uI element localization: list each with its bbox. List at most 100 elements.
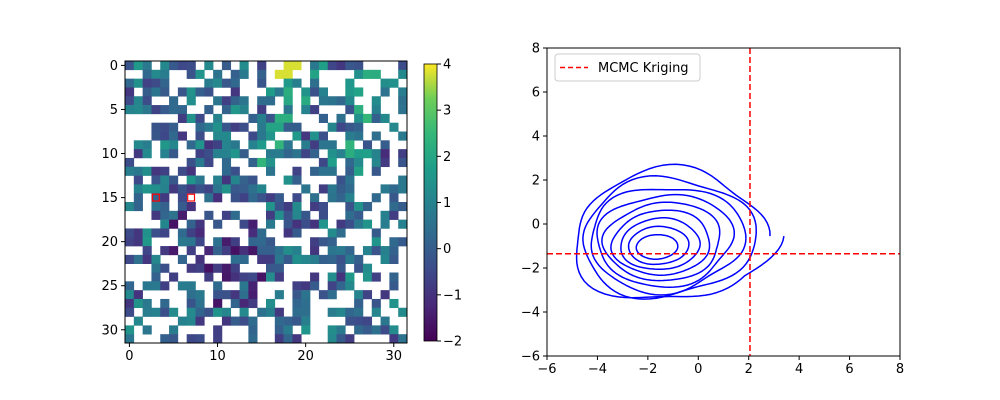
heatmap-cell: [398, 96, 408, 106]
heatmap-cell: [354, 122, 364, 132]
heatmap-cell: [151, 272, 161, 282]
heatmap-cell: [345, 202, 355, 212]
heatmap-cell: [169, 272, 179, 282]
heatmap-cell: [345, 334, 355, 344]
heatmap-cell: [318, 210, 328, 220]
heatmap-cell: [266, 131, 276, 141]
heatmap-cell: [354, 298, 364, 309]
heatmap-cell: [389, 325, 399, 335]
heatmap-cell: [213, 290, 223, 300]
heatmap-cell: [310, 140, 320, 150]
colorbar-tick-label: −2: [443, 335, 462, 350]
heatmap-cell: [380, 210, 390, 220]
heatmap-cell: [213, 78, 223, 88]
colorbar-tick-label: 0: [443, 242, 451, 257]
contour-y-tick-label: 8: [532, 42, 540, 57]
heatmap-cell: [248, 290, 258, 300]
heatmap-cell: [151, 307, 161, 317]
heatmap-cell: [354, 307, 364, 317]
heatmap-cell: [266, 210, 276, 220]
heatmap-cell: [133, 166, 143, 176]
heatmap-cell: [160, 69, 170, 79]
heatmap-cell: [169, 105, 179, 115]
heatmap-cell: [257, 122, 267, 132]
heatmap-cell: [318, 87, 328, 97]
heatmap-cell: [248, 184, 258, 194]
heatmap-cell: [221, 246, 232, 256]
heatmap-cell: [327, 246, 337, 256]
heatmap-cell: [398, 202, 408, 212]
heatmap-cell: [389, 193, 399, 203]
heatmap-cell: [221, 78, 232, 88]
heatmap-cell: [292, 228, 302, 238]
heatmap-cell: [371, 272, 381, 282]
heatmap-cell: [354, 69, 364, 79]
heatmap-cell: [169, 96, 179, 106]
heatmap-cell: [186, 246, 196, 256]
heatmap-cell: [239, 175, 249, 185]
heatmap-cell: [125, 202, 135, 212]
heatmap-cell: [336, 263, 346, 273]
heatmap-cell: [169, 149, 179, 159]
heatmap-cell: [362, 113, 373, 123]
heatmap-cell: [274, 193, 284, 203]
heatmap-cell: [125, 228, 135, 238]
heatmap-cell: [230, 96, 240, 106]
heatmap-cell: [169, 61, 179, 71]
heatmap-cell: [133, 237, 143, 247]
heatmap-cell: [336, 113, 346, 123]
heatmap-cell: [266, 263, 276, 273]
heatmap-cell: [398, 219, 408, 229]
heatmap-cell: [257, 193, 267, 203]
contour-frame: [546, 47, 901, 357]
heatmap-cell: [380, 219, 390, 229]
heatmap-cell: [274, 87, 284, 97]
heatmap-cell: [195, 149, 205, 159]
contour-x-tick-label: 6: [845, 362, 853, 377]
heatmap-cell: [336, 272, 346, 282]
heatmap-cell: [221, 316, 232, 326]
heatmap-cell: [362, 69, 373, 79]
heatmap-cell: [248, 334, 258, 344]
heatmap-cell: [336, 219, 346, 229]
contour-x-tick-label: −6: [537, 362, 556, 377]
heatmap-cell: [160, 246, 170, 256]
heatmap-cell: [151, 78, 161, 88]
heatmap-cell: [204, 263, 214, 273]
heatmap-y-tick-label: 0: [110, 59, 118, 74]
contour-y-tick-label: 2: [532, 174, 540, 189]
heatmap-cell: [186, 157, 196, 168]
heatmap-cell: [345, 307, 355, 317]
heatmap-cell: [389, 246, 399, 256]
heatmap-cell: [239, 96, 249, 106]
heatmap-cell: [248, 228, 258, 238]
heatmap-cell: [230, 149, 240, 159]
heatmap-cell: [380, 290, 390, 300]
heatmap-cell: [274, 202, 284, 212]
heatmap-cell: [336, 334, 346, 344]
heatmap-cell: [160, 140, 170, 150]
heatmap-cell: [195, 184, 205, 194]
contour-x-axis: −6 −4 −2 0 2 4 6 8: [537, 356, 904, 377]
heatmap-cell: [204, 157, 214, 168]
heatmap-cell: [160, 298, 170, 309]
heatmap-cell: [204, 122, 214, 132]
heatmap-cell: [283, 140, 293, 150]
heatmap-cell: [266, 254, 276, 264]
heatmap-cell: [380, 87, 390, 97]
heatmap-x-tick-label: 0: [125, 349, 133, 364]
heatmap-cell: [389, 202, 399, 212]
heatmap-cell: [318, 61, 328, 71]
heatmap-cell: [248, 246, 258, 256]
heatmap-cell: [257, 237, 267, 247]
heatmap-cell: [371, 96, 381, 106]
heatmap-cell: [133, 96, 143, 106]
heatmap-cell: [283, 78, 293, 88]
heatmap-panel: 0 10 20 30 0 5 10 15 20 25 30: [101, 59, 408, 364]
heatmap-cell: [318, 140, 328, 150]
heatmap-cell: [195, 237, 205, 247]
heatmap-cell: [142, 166, 152, 176]
heatmap-cell: [125, 290, 135, 300]
heatmap-cell: [213, 237, 223, 247]
heatmap-cell: [283, 210, 293, 220]
